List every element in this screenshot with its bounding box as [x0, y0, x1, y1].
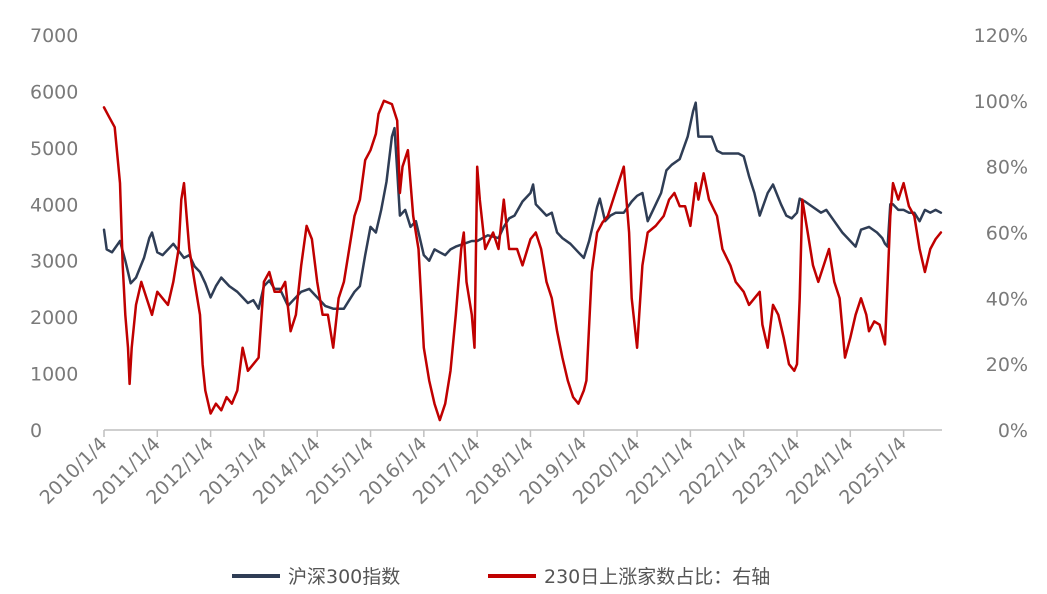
right-axis-ticks: 0% 20% 40% 60% 80% 100% 120%: [974, 25, 1028, 442]
left-axis-tick-label: 4000: [30, 194, 78, 216]
right-axis-tick-label: 120%: [974, 25, 1028, 47]
left-axis-tick-label: 5000: [30, 138, 78, 160]
left-axis-tick-label: 3000: [30, 251, 78, 273]
series-line-advance-ratio: [102, 99, 943, 422]
left-axis-tick-label: 6000: [30, 81, 78, 103]
left-axis-ticks: 0 1000 2000 3000 4000 5000 6000 7000: [30, 25, 78, 442]
right-axis-tick-label: 60%: [986, 223, 1028, 245]
right-axis-tick-label: 100%: [974, 91, 1028, 113]
series-layer: [102, 99, 943, 422]
x-axis: 2010/1/42011/1/42012/1/42013/1/42014/1/4…: [36, 429, 942, 509]
legend-label: 230日上涨家数占比：右轴: [544, 566, 770, 588]
left-axis-tick-label: 2000: [30, 307, 78, 329]
left-axis-tick-label: 1000: [30, 364, 78, 386]
right-axis-tick-label: 0%: [998, 420, 1028, 442]
legend: 沪深300指数 230日上涨家数占比：右轴: [232, 566, 770, 588]
right-axis-tick-label: 80%: [986, 157, 1028, 179]
legend-label: 沪深300指数: [288, 566, 400, 588]
right-axis-tick-label: 20%: [986, 354, 1028, 376]
left-axis-tick-label: 0: [30, 420, 42, 442]
series-line-csi300: [102, 101, 943, 310]
right-axis-tick-label: 40%: [986, 288, 1028, 310]
left-axis-tick-label: 7000: [30, 25, 78, 47]
